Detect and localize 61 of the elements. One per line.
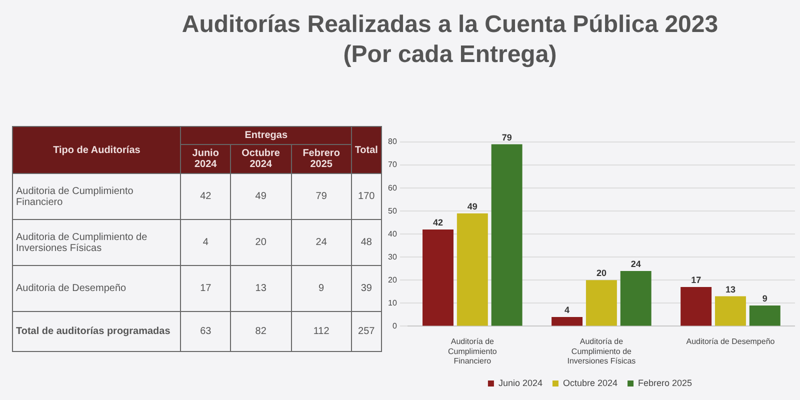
chart-title: Auditorías Realizadas a la Cuenta Pública 2023 <box>180 10 720 40</box>
text: 13 <box>230 266 292 312</box>
y-tick-label: 30 <box>388 252 398 262</box>
bar <box>552 316 583 326</box>
text: 39 <box>351 266 382 312</box>
data-label: 79 <box>502 132 512 142</box>
data-label: 24 <box>630 258 641 269</box>
bar <box>715 296 746 326</box>
data-label: 17 <box>691 275 702 286</box>
text: Auditoria de Cumplimiento Financiero <box>12 174 181 220</box>
text: 48 <box>351 220 382 266</box>
legend-label: Octubre 2024 <box>562 378 618 388</box>
text: 82 <box>230 312 292 352</box>
y-tick-label: 80 <box>388 137 398 146</box>
y-tick-label: 10 <box>388 298 398 308</box>
bar <box>749 305 780 326</box>
legend-label: Junio 2024 <box>498 378 542 388</box>
y-tick-label: 0 <box>392 321 398 330</box>
data-label: 4 <box>564 304 570 315</box>
bar <box>491 144 522 326</box>
y-tick-label: 60 <box>388 183 398 192</box>
text: 20 <box>230 220 292 266</box>
y-tick-label: 70 <box>388 160 398 170</box>
bar <box>620 270 652 326</box>
y-tick-label: 50 <box>388 206 398 216</box>
text: Total <box>351 126 382 174</box>
bar <box>456 213 488 326</box>
bar <box>586 280 617 326</box>
x-tick-label: Auditoría de Cumplimiento de Inversiones Físicas <box>567 337 636 366</box>
data-label: 20 <box>596 268 606 278</box>
y-tick-label: 20 <box>388 275 398 284</box>
text: Total de auditorías programadas <box>12 312 181 352</box>
text: Auditoria de Cumplimiento de Inversiones Físicas <box>12 220 181 266</box>
bar <box>422 229 454 326</box>
text: 17 <box>180 266 230 312</box>
x-tick-label: Auditoría de Desempeño <box>686 337 776 346</box>
text: Octubre 2024 <box>230 144 292 174</box>
text: Febrero 2025 <box>291 144 352 174</box>
text: 112 <box>291 312 352 352</box>
x-tick-label: Auditoría de Cumplimiento Financiero <box>448 337 498 366</box>
text: Entregas <box>180 126 352 144</box>
text: 49 <box>230 174 292 220</box>
text: Tipo de Auditorías <box>12 126 181 174</box>
text: 257 <box>351 312 382 352</box>
data-label: 49 <box>467 201 478 212</box>
data-label: 42 <box>433 217 444 228</box>
text: 4 <box>180 220 230 266</box>
legend-label: Febrero 2025 <box>638 378 692 388</box>
bar <box>680 287 712 326</box>
text: Auditoria de Desempeño <box>12 266 181 312</box>
data-label: 13 <box>725 284 736 294</box>
y-tick-label: 40 <box>388 229 398 238</box>
chart-subtitle: (Por cada Entrega) <box>342 40 558 70</box>
text: 79 <box>291 174 352 220</box>
data-label: 9 <box>762 293 768 304</box>
text: 9 <box>291 266 352 312</box>
text: 63 <box>180 312 230 352</box>
text: 170 <box>351 174 382 220</box>
text: Junio 2024 <box>180 144 230 174</box>
text: 24 <box>291 220 352 266</box>
text: 42 <box>180 174 230 220</box>
